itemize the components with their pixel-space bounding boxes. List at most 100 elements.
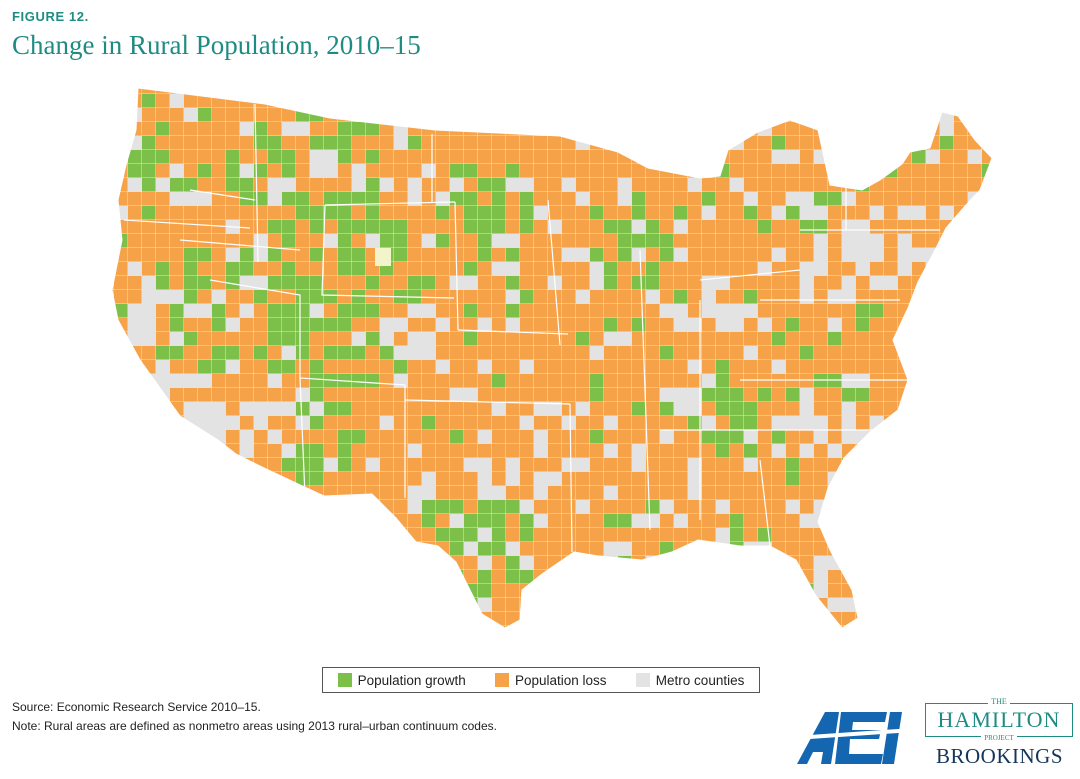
county-cell — [618, 150, 632, 164]
county-cell — [394, 416, 408, 430]
county-cell — [338, 388, 352, 402]
county-cell — [772, 570, 786, 584]
county-cell — [338, 346, 352, 360]
county-cell — [366, 486, 380, 500]
county-cell — [156, 542, 170, 556]
county-cell — [464, 374, 478, 388]
county-cell — [940, 318, 954, 332]
county-cell — [198, 388, 212, 402]
county-cell — [772, 94, 786, 108]
county-cell — [114, 486, 128, 500]
county-cell — [380, 374, 394, 388]
county-cell — [716, 290, 730, 304]
county-cell — [394, 514, 408, 528]
county-cell — [464, 108, 478, 122]
county-cell — [996, 234, 1010, 248]
county-cell — [184, 164, 198, 178]
county-cell — [716, 360, 730, 374]
county-cell — [954, 430, 968, 444]
county-cell — [646, 248, 660, 262]
county-cell — [786, 122, 800, 136]
county-cell — [576, 178, 590, 192]
county-cell — [534, 626, 548, 628]
county-cell — [170, 598, 184, 612]
county-cell — [520, 402, 534, 416]
county-cell — [912, 150, 926, 164]
county-cell — [112, 584, 114, 598]
county-cell — [786, 430, 800, 444]
county-cell — [926, 472, 940, 486]
county-cell — [128, 556, 142, 570]
county-cell — [982, 542, 992, 556]
county-cell — [310, 346, 324, 360]
county-cell — [450, 88, 464, 94]
county-cell — [114, 402, 128, 416]
county-cell — [296, 150, 310, 164]
county-cell — [506, 248, 520, 262]
county-cell — [380, 150, 394, 164]
county-cell — [562, 276, 576, 290]
county-cell — [940, 88, 954, 94]
county-cell — [604, 374, 618, 388]
county-cell — [268, 262, 282, 276]
county-cell — [800, 108, 814, 122]
county-cell — [562, 122, 576, 136]
county-cell — [422, 262, 436, 276]
county-cell — [688, 416, 702, 430]
county-cell — [646, 584, 660, 598]
county-cell — [744, 514, 758, 528]
county-cell — [324, 318, 338, 332]
state-border — [569, 403, 573, 553]
county-cell — [856, 486, 870, 500]
county-cell — [674, 570, 688, 584]
county-cell — [282, 416, 296, 430]
county-cell — [632, 234, 646, 248]
county-cell — [912, 360, 926, 374]
county-cell — [912, 570, 926, 584]
county-cell — [506, 220, 520, 234]
county-cell — [436, 374, 450, 388]
county-cell — [898, 626, 912, 628]
county-cell — [128, 220, 142, 234]
county-cell — [716, 458, 730, 472]
county-cell — [730, 262, 744, 276]
county-cell — [282, 528, 296, 542]
county-cell — [534, 598, 548, 612]
county-cell — [912, 626, 926, 628]
county-cell — [254, 192, 268, 206]
county-cell — [730, 88, 744, 94]
county-cell — [310, 556, 324, 570]
county-cell — [576, 514, 590, 528]
county-cell — [436, 402, 450, 416]
county-cell — [884, 318, 898, 332]
county-cell — [338, 290, 352, 304]
county-cell — [422, 290, 436, 304]
county-cell — [324, 374, 338, 388]
county-cell — [142, 262, 156, 276]
county-cell — [394, 430, 408, 444]
county-cell — [394, 178, 408, 192]
county-cell — [688, 528, 702, 542]
county-cell — [674, 458, 688, 472]
county-cell — [562, 486, 576, 500]
county-cell — [226, 108, 240, 122]
county-cell — [198, 262, 212, 276]
county-cell — [618, 472, 632, 486]
county-cell — [842, 108, 856, 122]
county-cell — [478, 570, 492, 584]
county-cell — [800, 528, 814, 542]
county-cell — [744, 570, 758, 584]
county-cell — [828, 88, 842, 94]
county-cell — [212, 136, 226, 150]
county-cell — [156, 598, 170, 612]
county-cell — [604, 402, 618, 416]
county-cell — [842, 304, 856, 318]
county-cell — [394, 164, 408, 178]
county-cell — [142, 626, 156, 628]
county-cell — [716, 136, 730, 150]
figure-title: Change in Rural Population, 2010–15 — [12, 30, 421, 60]
county-cell — [702, 262, 716, 276]
county-cell — [940, 430, 954, 444]
county-cell — [506, 88, 520, 94]
county-cell — [982, 206, 992, 220]
